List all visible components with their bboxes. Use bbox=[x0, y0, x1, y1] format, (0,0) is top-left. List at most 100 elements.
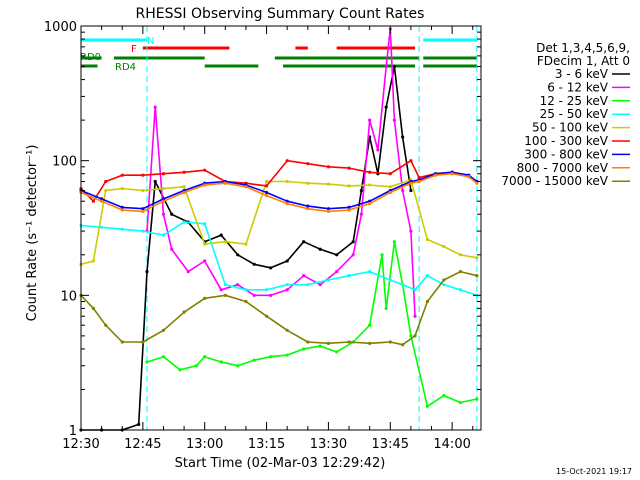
series-point-5 bbox=[120, 187, 124, 191]
series-point-2 bbox=[368, 118, 372, 122]
series-point-3 bbox=[384, 306, 388, 310]
series-point-3 bbox=[236, 364, 240, 368]
series-point-1 bbox=[269, 266, 273, 270]
series-point-2 bbox=[401, 188, 405, 193]
series-point-8 bbox=[475, 181, 479, 185]
series-point-9 bbox=[401, 343, 405, 347]
series-line-2 bbox=[146, 28, 416, 317]
series-point-1 bbox=[170, 212, 174, 216]
x-tick-label: 12:45 bbox=[124, 437, 161, 452]
series-point-4 bbox=[141, 229, 145, 233]
series-point-9 bbox=[264, 314, 269, 318]
series-line-5 bbox=[80, 179, 478, 266]
series-point-7 bbox=[285, 199, 289, 203]
series-point-6 bbox=[285, 159, 289, 163]
series-point-5 bbox=[104, 188, 108, 193]
legend-label-3: 12 - 25 keV bbox=[540, 94, 609, 108]
series-point-3 bbox=[368, 323, 372, 327]
series-point-4 bbox=[285, 283, 289, 287]
series-point-3 bbox=[392, 240, 397, 244]
series-point-4 bbox=[425, 274, 429, 278]
series-point-1 bbox=[335, 253, 339, 257]
series-point-1 bbox=[351, 240, 355, 244]
series-point-9 bbox=[161, 328, 166, 332]
series-point-3 bbox=[458, 400, 462, 405]
series-point-7 bbox=[161, 197, 166, 201]
series-point-5 bbox=[141, 188, 145, 193]
legend-label-5: 50 - 100 keV bbox=[532, 121, 609, 135]
series-point-2 bbox=[161, 212, 166, 216]
series-point-3 bbox=[269, 355, 273, 359]
series-point-8 bbox=[285, 201, 289, 206]
y-tick-label: 10 bbox=[60, 289, 77, 304]
series-point-2 bbox=[302, 274, 306, 278]
series-point-5 bbox=[458, 253, 462, 257]
series-point-6 bbox=[161, 172, 166, 176]
series-point-6 bbox=[182, 170, 186, 174]
series-point-2 bbox=[269, 293, 273, 297]
series-point-9 bbox=[306, 340, 310, 344]
series-point-3 bbox=[302, 347, 306, 351]
legend-label-6: 100 - 300 keV bbox=[524, 134, 608, 148]
series-point-4 bbox=[182, 220, 186, 224]
series-point-3 bbox=[425, 404, 429, 408]
series-point-3 bbox=[252, 358, 256, 362]
series-point-6 bbox=[347, 166, 351, 170]
series-point-4 bbox=[413, 288, 417, 292]
series-point-8 bbox=[223, 181, 227, 185]
series-point-1 bbox=[318, 247, 322, 251]
series-point-1 bbox=[401, 135, 405, 139]
series-point-2 bbox=[318, 283, 322, 287]
series-point-5 bbox=[388, 185, 392, 189]
axes-layer: 12:30 12:45 13:00 13:15 13:30 13:45 14:00 1 10 10… bbox=[44, 20, 482, 452]
series-point-5 bbox=[306, 181, 310, 185]
series-point-8 bbox=[264, 194, 269, 198]
series-point-5 bbox=[264, 179, 269, 184]
series-point-8 bbox=[368, 201, 372, 206]
series-point-4 bbox=[161, 233, 166, 237]
flag-label-rd0: RD0 bbox=[80, 52, 101, 63]
series-point-5 bbox=[442, 245, 446, 249]
series-point-4 bbox=[100, 225, 104, 229]
y-axis-label: Count Rate (s⁻¹ detector⁻¹) bbox=[25, 145, 40, 322]
series-point-5 bbox=[182, 185, 186, 189]
series-point-8 bbox=[347, 208, 351, 212]
series-point-2 bbox=[409, 229, 413, 233]
series-point-2 bbox=[252, 293, 256, 297]
flag-label-n: N bbox=[147, 36, 154, 47]
series-point-5 bbox=[161, 187, 166, 191]
flag-label-f: F bbox=[131, 44, 137, 55]
series-point-4 bbox=[401, 283, 405, 287]
y-tick-label: 1000 bbox=[44, 20, 77, 35]
legend-header-line-2: FDecim 1, Att 0 bbox=[537, 54, 630, 68]
flag-label-rd4: RD4 bbox=[115, 62, 136, 73]
series-point-9 bbox=[182, 310, 186, 314]
series-point-3 bbox=[285, 353, 289, 357]
series-point-4 bbox=[388, 278, 392, 282]
series-point-3 bbox=[380, 253, 384, 257]
series-point-1 bbox=[392, 64, 397, 69]
series-point-6 bbox=[409, 159, 413, 163]
series-point-8 bbox=[467, 175, 471, 179]
series-point-1 bbox=[219, 233, 223, 237]
series-point-9 bbox=[442, 278, 446, 282]
series-point-4 bbox=[203, 222, 207, 226]
series-point-8 bbox=[244, 185, 248, 189]
series-point-4 bbox=[368, 270, 372, 274]
series-point-6 bbox=[306, 162, 310, 166]
series-point-4 bbox=[442, 283, 446, 287]
series-point-7 bbox=[141, 207, 145, 211]
series-point-1 bbox=[384, 105, 388, 109]
series-layer bbox=[79, 27, 479, 432]
series-point-9 bbox=[413, 334, 417, 338]
series-point-9 bbox=[458, 270, 462, 274]
series-point-8 bbox=[161, 199, 166, 203]
legend-label-7: 300 - 800 keV bbox=[524, 147, 608, 161]
series-point-2 bbox=[170, 247, 174, 251]
series-point-4 bbox=[244, 288, 248, 292]
series-point-1 bbox=[145, 270, 149, 274]
series-point-9 bbox=[475, 274, 479, 278]
series-point-8 bbox=[388, 190, 392, 195]
series-point-4 bbox=[347, 274, 351, 278]
series-point-3 bbox=[178, 368, 182, 372]
